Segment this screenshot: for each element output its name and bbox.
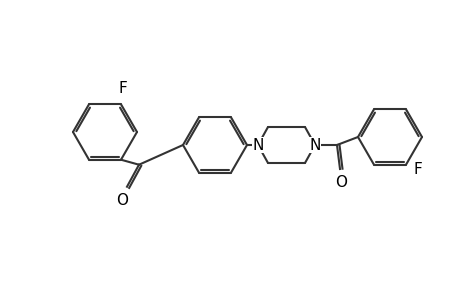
Text: O: O: [334, 175, 346, 190]
Text: O: O: [116, 193, 128, 208]
Text: F: F: [413, 162, 422, 177]
Text: N: N: [252, 137, 263, 152]
Text: N: N: [308, 137, 320, 152]
Text: F: F: [118, 81, 127, 96]
